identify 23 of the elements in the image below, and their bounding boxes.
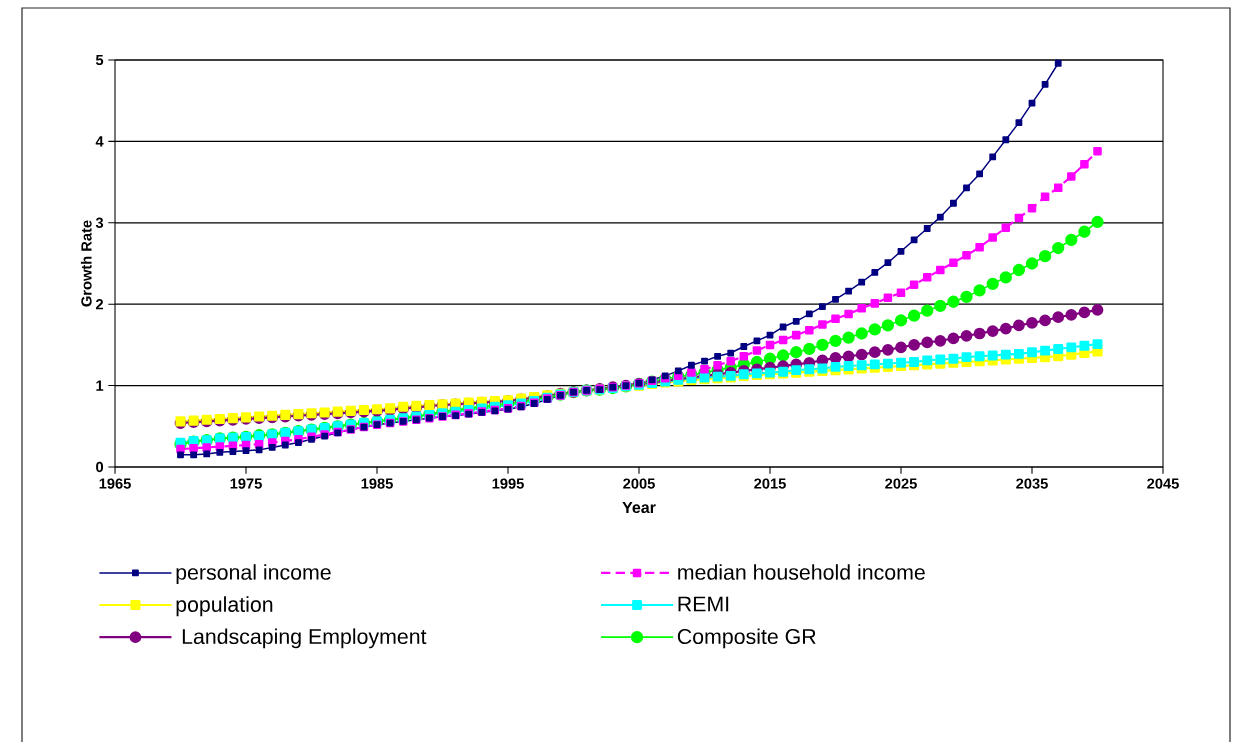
legend-label: Composite GR <box>677 628 816 649</box>
x-tick-label: 2035 <box>1016 478 1048 489</box>
y-tick-label: 2 <box>95 299 104 310</box>
x-tick-label: 2045 <box>1147 478 1179 489</box>
x-tick-label: 2005 <box>623 478 655 489</box>
legend-label: median household income <box>678 564 925 580</box>
x-tick-label: 1985 <box>361 478 393 489</box>
x-tick-label: 2025 <box>885 478 917 489</box>
y-tick-label: 4 <box>95 136 104 147</box>
y-tick-label: 1 <box>96 380 104 391</box>
x-tick-label: 1995 <box>492 478 524 489</box>
legend-label: population <box>176 596 273 617</box>
x-tick-label: 1975 <box>230 478 262 489</box>
y-tick-label: 5 <box>95 54 104 66</box>
x-tick-label: 1965 <box>99 478 131 489</box>
legend-label: personal income <box>176 564 331 585</box>
legend-label: REMI <box>678 596 729 612</box>
x-axis-title: Year <box>622 501 656 514</box>
x-tick-label: 2015 <box>754 478 786 489</box>
y-tick-label: 0 <box>96 461 104 473</box>
y-tick-label: 3 <box>95 217 104 228</box>
y-axis-title: Growth Rate <box>80 220 92 307</box>
legend-label: Landscaping Employment <box>182 628 427 649</box>
